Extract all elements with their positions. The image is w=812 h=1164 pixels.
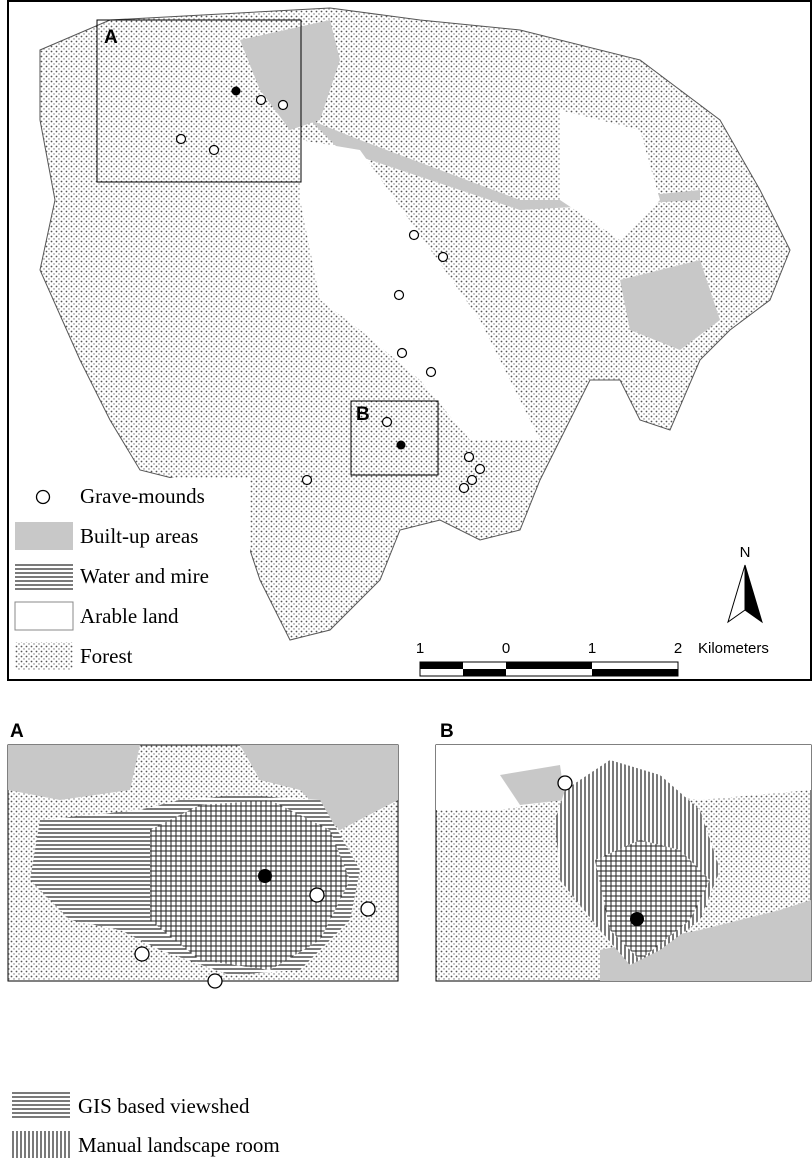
legend-symbol [15,602,73,630]
grave-mound-highlight [232,87,241,96]
legend-symbol [12,1092,70,1119]
inset-b: B [436,721,811,981]
figure: A B Grave-mounds Built-up areas Water an… [0,0,812,1164]
inset-a-label: A [104,27,118,48]
scale-bar [463,669,506,676]
legend-label: Water and mire [80,564,209,588]
scale-unit: Kilometers [698,640,769,657]
legend-label: Built-up areas [80,524,198,548]
legend-symbol [15,562,73,590]
grave-mound-highlight [630,912,644,926]
main-map: A B Grave-mounds Built-up areas Water an… [8,1,811,680]
north-label: N [740,544,751,561]
legend-label: Grave-mounds [80,484,205,508]
legend-label: Arable land [80,604,179,628]
legend-symbol [15,522,73,550]
grave-mound-highlight [258,869,272,883]
scale-bar [420,662,463,669]
scale-label: 0 [502,640,510,657]
scale-bar [506,662,592,669]
legend-label: Manual landscape room [78,1133,280,1157]
scale-label: 2 [674,640,682,657]
grave-mound-highlight [397,441,406,450]
scale-label: 1 [416,640,424,657]
scale-bar [592,669,678,676]
inset-b-label: B [356,404,370,425]
scale-label: 1 [588,640,596,657]
inset-a: A [8,721,398,988]
inset-title: B [440,721,454,742]
legend-label: Forest [80,644,133,668]
legend-symbol [37,491,50,504]
inset-title: A [10,721,24,742]
legend-label: GIS based viewshed [78,1094,250,1118]
legend-symbol [12,1131,70,1158]
grave-mound [558,776,572,790]
legend-symbol [15,642,73,670]
